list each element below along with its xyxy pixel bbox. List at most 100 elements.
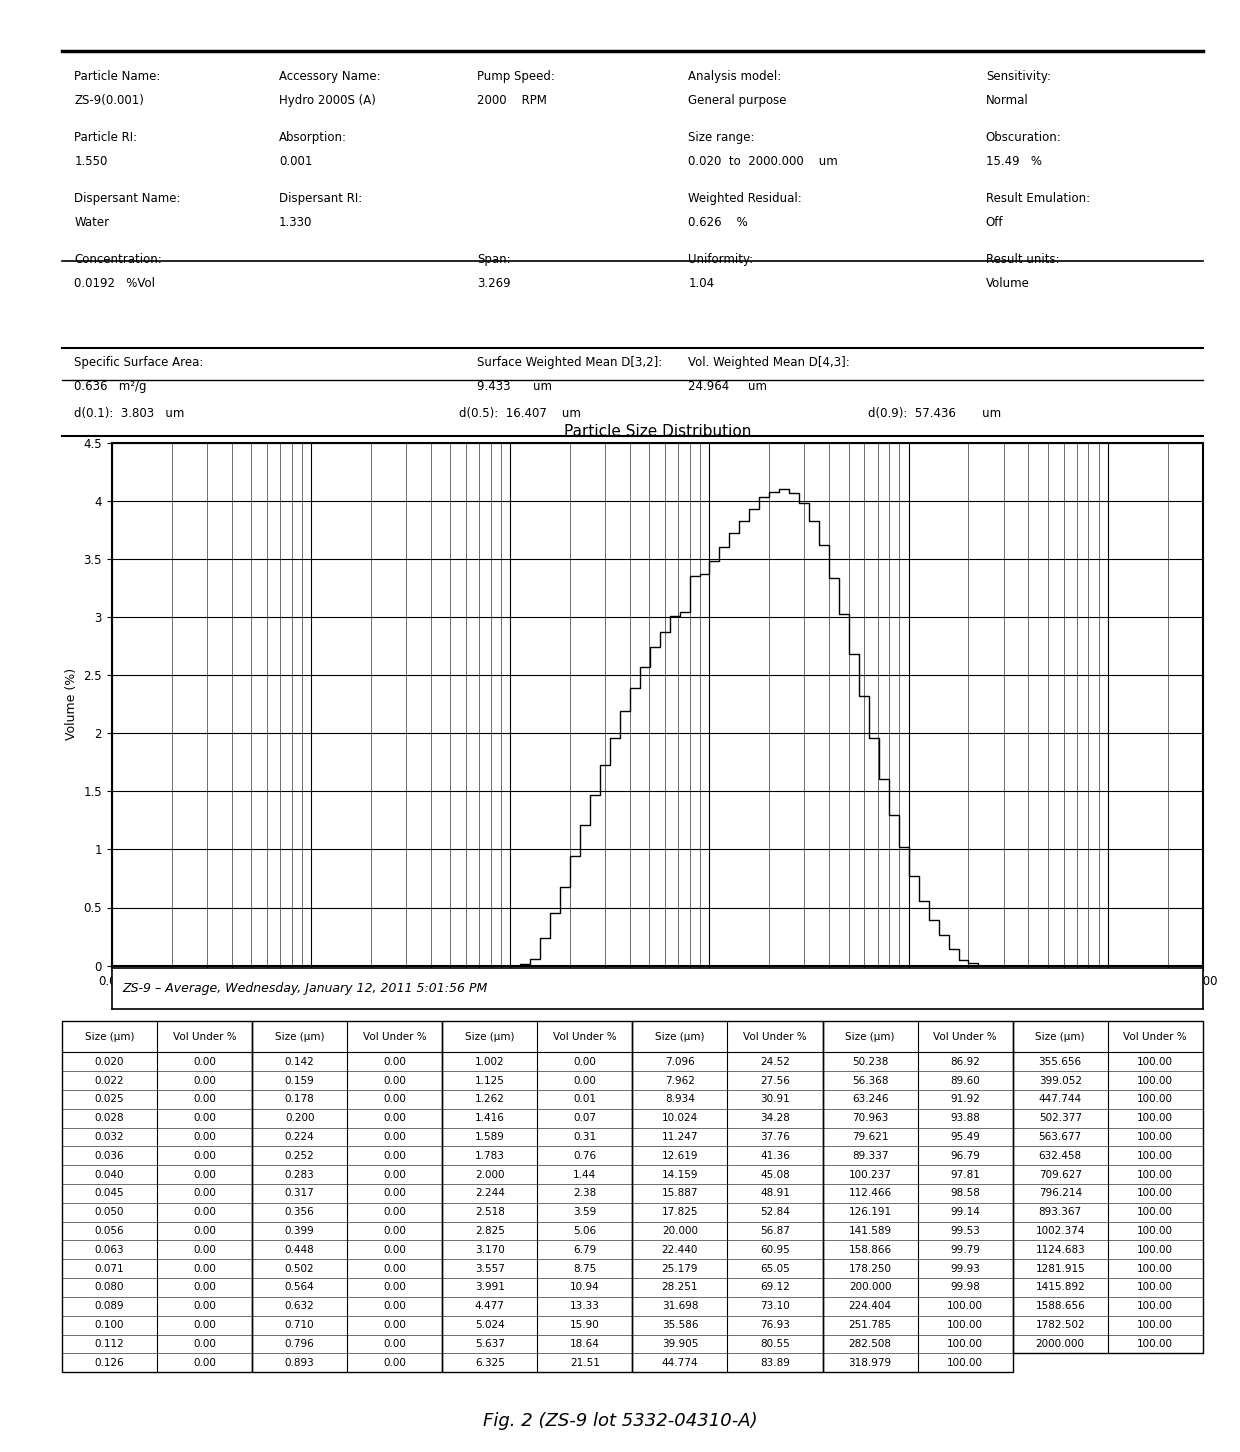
Point (1195, 1250, 1210, 1268)
Point (1195, 1345, 1210, 1362)
Text: 0.00: 0.00 (193, 1114, 216, 1124)
Text: 18.64: 18.64 (570, 1339, 600, 1349)
Text: 0.020  to  2000.000    um: 0.020 to 2000.000 um (688, 155, 838, 168)
Text: d(0.9):  57.436       um: d(0.9): 57.436 um (868, 407, 1001, 420)
Point (435, 1082, 450, 1099)
Text: 0.00: 0.00 (193, 1244, 216, 1255)
Text: 0.001: 0.001 (279, 155, 312, 168)
Point (435, 1044, 450, 1061)
Point (1195, 1157, 1210, 1175)
Text: 893.367: 893.367 (1039, 1207, 1081, 1217)
Point (625, 1212, 640, 1230)
Point (1195, 1101, 1210, 1118)
Text: 1588.656: 1588.656 (1035, 1301, 1085, 1311)
Point (1006, 1212, 1021, 1230)
Text: 0.564: 0.564 (285, 1282, 315, 1292)
Point (625, 1138, 640, 1156)
Point (1006, 1231, 1021, 1249)
Text: Vol Under %: Vol Under % (743, 1031, 807, 1041)
Point (815, 1157, 830, 1175)
Point (1195, 1326, 1210, 1343)
Point (244, 1138, 259, 1156)
Point (435, 1194, 450, 1211)
Text: 83.89: 83.89 (760, 1358, 790, 1368)
Text: 0.00: 0.00 (193, 1076, 216, 1086)
Text: 1.44: 1.44 (573, 1170, 596, 1179)
Text: 0.045: 0.045 (94, 1188, 124, 1198)
Text: 37.76: 37.76 (760, 1133, 790, 1143)
Text: 0.00: 0.00 (193, 1282, 216, 1292)
Text: 100.00: 100.00 (1137, 1076, 1173, 1086)
Point (1006, 1288, 1021, 1305)
Text: 15.49   %: 15.49 % (986, 155, 1042, 168)
Point (435, 1326, 450, 1343)
Text: 65.05: 65.05 (760, 1263, 790, 1273)
Point (625, 1212, 640, 1230)
Text: 27.56: 27.56 (760, 1076, 790, 1086)
Text: 100.00: 100.00 (1137, 1151, 1173, 1160)
Text: 0.036: 0.036 (94, 1151, 124, 1160)
Point (815, 1063, 830, 1080)
Text: 0.00: 0.00 (193, 1095, 216, 1105)
Point (625, 1307, 640, 1324)
Point (244, 1175, 259, 1192)
Text: 0.200: 0.200 (285, 1114, 315, 1124)
Text: 100.00: 100.00 (1137, 1188, 1173, 1198)
Point (625, 1363, 640, 1381)
Text: 0.00: 0.00 (573, 1076, 596, 1086)
Text: 44.774: 44.774 (662, 1358, 698, 1368)
Point (55, 1250, 69, 1268)
Point (244, 1231, 259, 1249)
Point (244, 1288, 259, 1305)
Text: 0.252: 0.252 (285, 1151, 315, 1160)
Text: 69.12: 69.12 (760, 1282, 790, 1292)
Text: Weighted Residual:: Weighted Residual: (688, 192, 802, 205)
Text: 796.214: 796.214 (1039, 1188, 1081, 1198)
Text: 3.557: 3.557 (475, 1263, 505, 1273)
Point (625, 1082, 640, 1099)
Title: Particle Size Distribution: Particle Size Distribution (563, 424, 751, 439)
Text: 24.52: 24.52 (760, 1057, 790, 1067)
Text: 141.589: 141.589 (848, 1225, 892, 1236)
Point (55, 1326, 69, 1343)
Point (1195, 1231, 1210, 1249)
Text: 0.050: 0.050 (94, 1207, 124, 1217)
Point (55, 1063, 69, 1080)
Point (435, 1138, 450, 1156)
Text: Water: Water (74, 216, 109, 229)
Point (435, 1157, 450, 1175)
Text: 5.637: 5.637 (475, 1339, 505, 1349)
Text: 12.619: 12.619 (662, 1151, 698, 1160)
Text: Size (μm): Size (μm) (1035, 1031, 1085, 1041)
Text: 100.00: 100.00 (947, 1320, 983, 1330)
Point (625, 1157, 640, 1175)
Point (244, 1082, 259, 1099)
Text: 3.269: 3.269 (477, 277, 511, 290)
Point (244, 1212, 259, 1230)
Text: 0.080: 0.080 (94, 1282, 124, 1292)
Text: 34.28: 34.28 (760, 1114, 790, 1124)
Text: 126.191: 126.191 (848, 1207, 892, 1217)
Point (55, 1212, 69, 1230)
Point (435, 1044, 450, 1061)
Text: 0.00: 0.00 (383, 1170, 407, 1179)
Text: 97.81: 97.81 (950, 1170, 980, 1179)
Text: 22.440: 22.440 (662, 1244, 698, 1255)
Text: Size range:: Size range: (688, 131, 755, 144)
Text: Pump Speed:: Pump Speed: (477, 70, 556, 83)
Point (625, 1231, 640, 1249)
Text: 30.91: 30.91 (760, 1095, 790, 1105)
Point (244, 1345, 259, 1362)
Bar (443, 1021, 632, 1372)
Text: 99.79: 99.79 (950, 1244, 980, 1255)
Text: 100.00: 100.00 (1137, 1282, 1173, 1292)
X-axis label: Particle Size (μm): Particle Size (μm) (603, 993, 712, 1006)
Text: 0.00: 0.00 (193, 1188, 216, 1198)
Text: Accessory Name:: Accessory Name: (279, 70, 381, 83)
Text: 89.60: 89.60 (950, 1076, 980, 1086)
Text: 2.244: 2.244 (475, 1188, 505, 1198)
Point (1006, 1326, 1021, 1343)
Text: d(0.1):  3.803   um: d(0.1): 3.803 um (74, 407, 185, 420)
Point (815, 1250, 830, 1268)
Text: ZS-9(0.001): ZS-9(0.001) (74, 94, 144, 107)
